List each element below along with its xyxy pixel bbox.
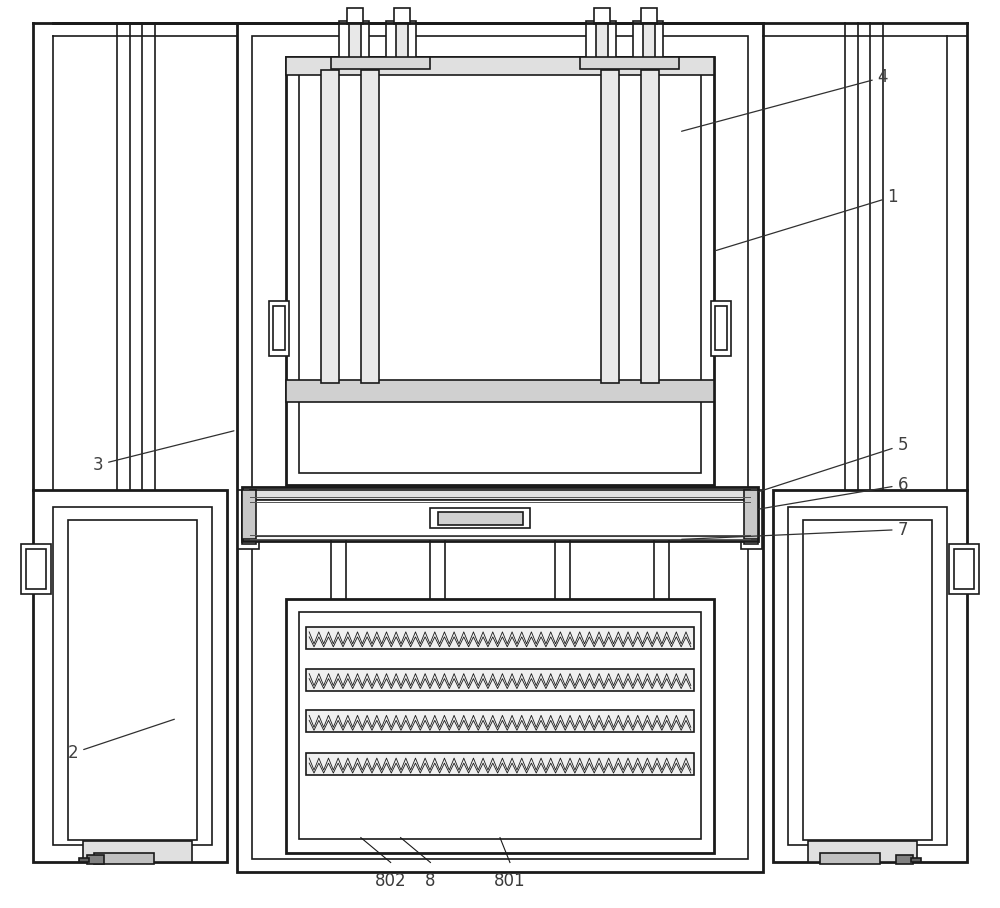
Bar bbox=[83, 841, 192, 863]
Bar bbox=[394, 8, 410, 24]
Bar bbox=[306, 710, 694, 732]
Bar bbox=[741, 489, 762, 549]
Bar bbox=[21, 545, 51, 594]
Bar bbox=[744, 489, 758, 539]
Bar bbox=[331, 57, 430, 69]
Text: 8: 8 bbox=[425, 873, 436, 891]
Text: 4: 4 bbox=[682, 68, 888, 132]
Bar bbox=[896, 854, 913, 864]
Bar bbox=[33, 489, 227, 863]
Bar bbox=[594, 8, 610, 24]
Bar bbox=[299, 612, 701, 839]
Bar bbox=[79, 857, 89, 863]
Bar bbox=[237, 23, 763, 873]
Bar bbox=[773, 489, 967, 863]
Bar bbox=[601, 70, 619, 383]
Bar bbox=[715, 306, 727, 350]
Bar bbox=[788, 507, 947, 844]
Bar bbox=[803, 519, 932, 840]
Bar bbox=[349, 23, 361, 59]
Bar bbox=[306, 753, 694, 775]
Bar bbox=[339, 21, 369, 61]
Bar bbox=[242, 495, 256, 545]
Bar bbox=[321, 70, 339, 383]
Bar bbox=[306, 668, 694, 691]
Bar bbox=[744, 495, 758, 545]
Bar bbox=[250, 499, 750, 537]
Bar bbox=[711, 301, 731, 356]
Bar bbox=[949, 545, 979, 594]
Bar bbox=[273, 306, 285, 350]
Text: 5: 5 bbox=[758, 436, 908, 492]
Bar bbox=[242, 487, 758, 541]
Bar bbox=[87, 854, 104, 864]
Bar bbox=[242, 489, 256, 539]
Bar bbox=[911, 857, 921, 863]
Bar bbox=[299, 70, 701, 473]
Bar bbox=[306, 627, 694, 649]
Bar bbox=[586, 21, 616, 61]
Bar bbox=[641, 8, 657, 24]
Bar bbox=[361, 70, 379, 383]
Bar bbox=[396, 23, 408, 59]
Bar bbox=[633, 21, 663, 61]
Bar bbox=[286, 57, 714, 75]
Text: 802: 802 bbox=[375, 873, 406, 891]
Bar bbox=[596, 23, 608, 59]
Bar bbox=[286, 380, 714, 402]
Bar bbox=[954, 549, 974, 589]
Text: 7: 7 bbox=[682, 520, 908, 539]
Bar bbox=[286, 57, 714, 485]
Bar bbox=[286, 599, 714, 853]
Bar bbox=[250, 489, 750, 499]
Bar bbox=[808, 841, 917, 863]
Text: 2: 2 bbox=[68, 719, 174, 762]
Bar bbox=[68, 519, 197, 840]
Text: 1: 1 bbox=[716, 188, 898, 251]
Bar bbox=[430, 508, 530, 528]
Text: 3: 3 bbox=[93, 430, 234, 474]
Bar bbox=[238, 489, 259, 549]
Bar bbox=[252, 35, 748, 858]
Bar bbox=[269, 301, 289, 356]
Bar bbox=[347, 8, 363, 24]
Text: 801: 801 bbox=[494, 873, 526, 891]
Bar bbox=[641, 70, 659, 383]
Bar bbox=[386, 21, 416, 61]
Bar bbox=[643, 23, 655, 59]
Text: 6: 6 bbox=[758, 476, 908, 509]
Bar bbox=[438, 511, 523, 525]
Bar bbox=[580, 57, 679, 69]
Bar bbox=[26, 549, 46, 589]
Bar bbox=[820, 853, 880, 864]
Bar bbox=[94, 853, 154, 864]
Bar bbox=[53, 507, 212, 844]
